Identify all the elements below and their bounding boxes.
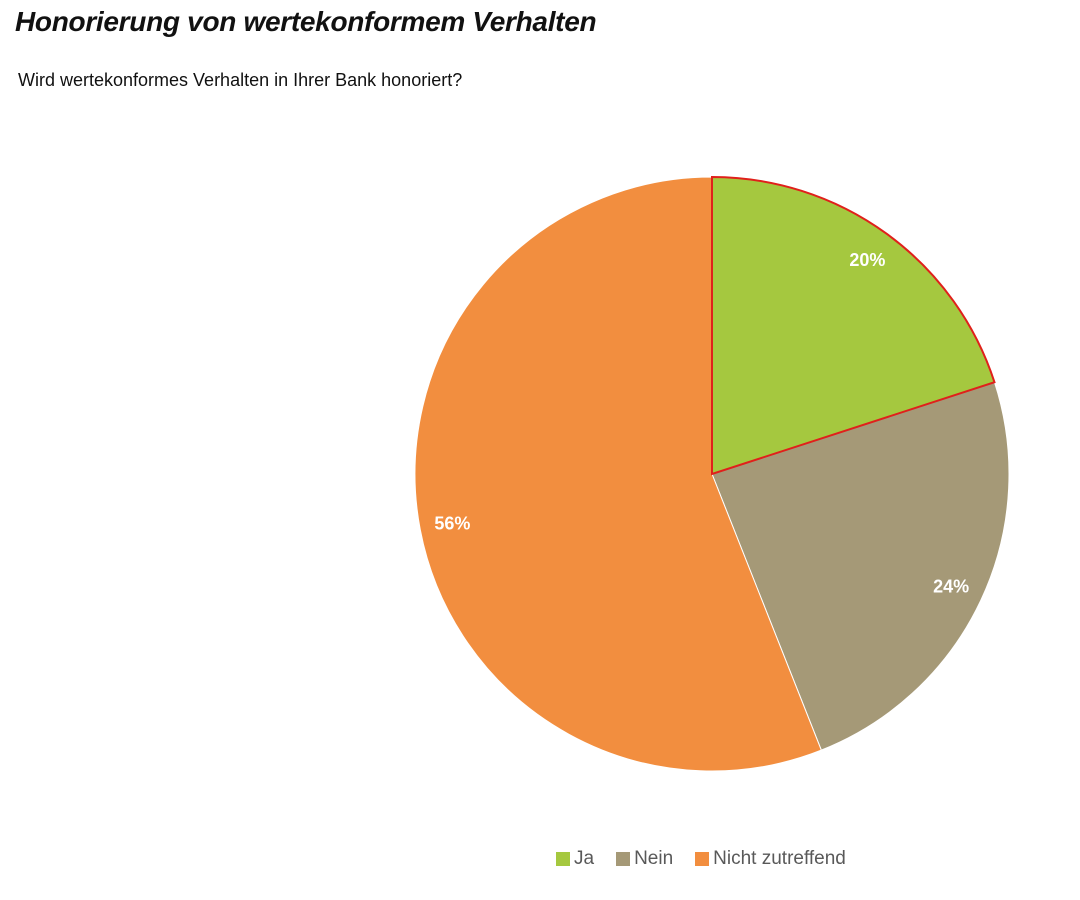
data-label: 24%	[933, 577, 969, 597]
data-label: 20%	[849, 250, 885, 270]
legend-item-nicht-zutreffend: Nicht zutreffend	[695, 848, 846, 870]
pie-slice-ja	[711, 175, 996, 476]
chart-title: Honorierung von wertekonformem Verhalten	[15, 6, 597, 37]
pie-slice-nicht-zutreffend	[414, 176, 822, 772]
legend-label: Ja	[574, 848, 595, 869]
chart-subtitle: Wird wertekonformes Verhalten in Ihrer B…	[18, 70, 463, 90]
legend-item-ja: Ja	[556, 848, 594, 870]
legend: Ja Nein Nicht zutreffend	[556, 848, 846, 870]
legend-swatch	[616, 852, 631, 866]
pie-slice-nein	[711, 381, 1010, 751]
legend-swatch	[695, 852, 710, 866]
legend-label: Nein	[634, 848, 674, 869]
data-label: 56%	[434, 514, 470, 534]
legend-label: Nicht zutreffend	[713, 848, 846, 869]
legend-swatch	[556, 852, 570, 866]
legend-item-nein: Nein	[616, 848, 673, 870]
